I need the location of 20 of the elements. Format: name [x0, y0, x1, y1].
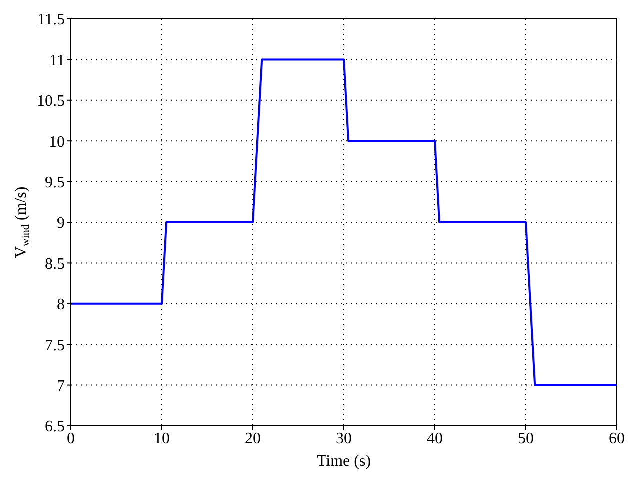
y-tick-label: 9	[57, 215, 65, 232]
y-tick-label: 9.5	[45, 174, 65, 192]
y-tick-label: 10	[49, 134, 65, 151]
y-tick-label: 8	[57, 296, 65, 314]
x-axis-title: Time (s)	[316, 453, 372, 470]
x-tick-label: 40	[427, 430, 443, 448]
line-series	[71, 58, 617, 386]
x-tick-label: 0	[67, 430, 75, 448]
y-tick-label: 11.5	[38, 12, 65, 29]
y-tick-label: 7	[57, 378, 65, 395]
x-tick-label: 20	[245, 430, 261, 448]
y-tick-label: 11	[50, 52, 65, 70]
x-tick-label: 60	[609, 430, 625, 448]
x-tick-label: 50	[518, 430, 534, 448]
y-tick-label: 6.5	[45, 418, 65, 436]
x-tick-label: 10	[154, 430, 170, 448]
y-tick-label: 8.5	[45, 256, 65, 273]
x-tick-label: 30	[336, 430, 352, 448]
y-tick-label: 10.5	[37, 93, 65, 110]
y-tick-label: 7.5	[45, 337, 65, 354]
